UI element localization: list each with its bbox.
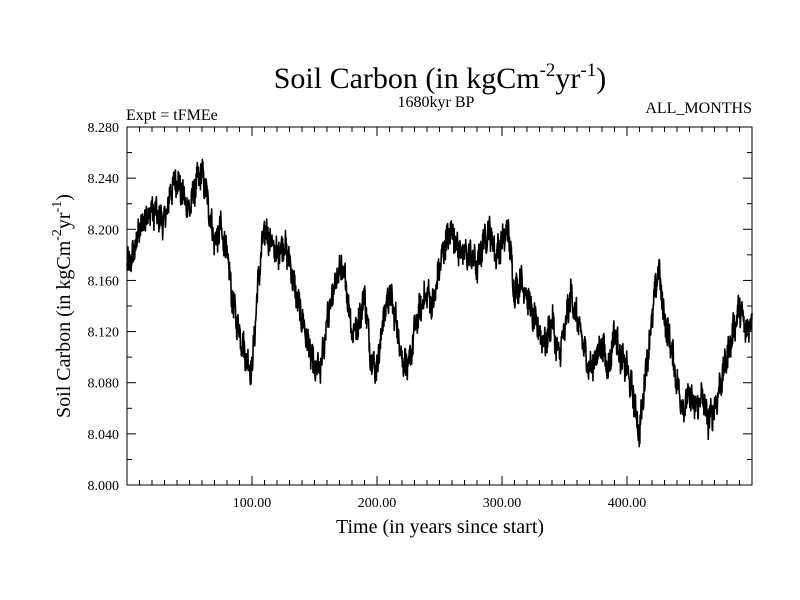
y-tick-label: 8.040 [88, 428, 120, 443]
period-label: ALL_MONTHS [645, 100, 752, 117]
x-axis-label: Time (in years since start) [336, 516, 544, 538]
y-tick-label: 8.240 [88, 172, 120, 187]
axes: 8.000 8.040 8.080 8.120 8.160 8.200 8.240 8.280… [88, 121, 752, 511]
x-tick-label: 300.00 [483, 496, 522, 511]
series-line-soil-carbon [126, 158, 753, 448]
y-axis-label: Soil Carbon (in kgCm-2yr-1) [50, 194, 75, 418]
chart-title: Soil Carbon (in kgCm-2yr-1) [274, 60, 607, 95]
y-tick-label: 8.280 [88, 121, 120, 136]
y-tick-label: 8.000 [88, 479, 120, 494]
x-tick-label: 400.00 [608, 496, 647, 511]
y-tick-label: 8.120 [88, 326, 120, 341]
x-tick-label: 200.00 [358, 496, 397, 511]
x-tick-label: 100.00 [233, 496, 272, 511]
experiment-label: Expt = tFMEe [126, 107, 218, 124]
series-layer [126, 158, 753, 448]
y-tick-label: 8.080 [88, 377, 120, 392]
y-tick-label: 8.200 [88, 223, 120, 238]
subtitle: 1680kyr BP [398, 94, 475, 111]
plot-frame [126, 126, 753, 486]
y-tick-label: 8.160 [88, 274, 120, 289]
